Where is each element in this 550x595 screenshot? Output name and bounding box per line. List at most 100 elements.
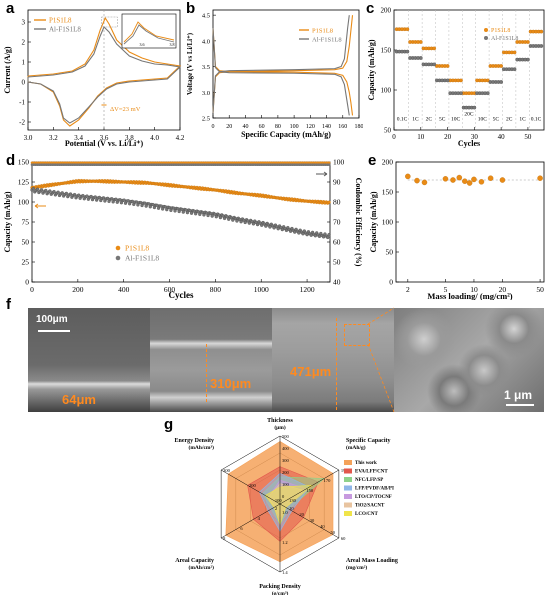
ce-point: [36, 161, 39, 165]
x-tick-label: 0: [212, 124, 215, 130]
ce-point: [146, 163, 149, 166]
data-point-al-f1s1l8: [459, 91, 463, 96]
ce-point: [324, 161, 327, 165]
capacity-point-al-f1s1l8: [276, 227, 280, 231]
ce-point: [236, 161, 239, 165]
ce-point: [34, 163, 37, 166]
ce-point: [254, 163, 258, 166]
ce-point: [261, 161, 265, 165]
ce-point: [49, 163, 52, 166]
capacity-point-al-f1s1l8: [56, 190, 60, 194]
ce-point: [32, 163, 36, 166]
ce-point: [296, 163, 300, 166]
ce-point: [30, 161, 34, 165]
x-tick-label: 200: [72, 285, 84, 294]
ce-point: [252, 161, 256, 165]
x-tick-label: 800: [210, 285, 222, 294]
capacity-point-p1s1l8: [327, 200, 331, 204]
ce-point: [69, 161, 72, 165]
ce-point: [197, 161, 201, 165]
x-tick-label: 3.2: [49, 134, 58, 142]
radar-axis-unit: (mAh/cm²): [189, 564, 215, 571]
ce-point: [135, 161, 138, 165]
ce-point: [105, 161, 109, 165]
capacity-point-al-f1s1l8: [60, 191, 64, 195]
x-tick-label: 1200: [300, 285, 315, 294]
ce-point: [127, 163, 131, 166]
ce-point: [133, 163, 136, 166]
radar-tick-label: 1.0: [282, 510, 288, 515]
ce-point: [45, 163, 48, 166]
data-point: [478, 179, 485, 185]
ce-point: [50, 163, 54, 166]
ce-point: [274, 163, 278, 166]
capacity-point-al-f1s1l8: [81, 193, 85, 198]
capacity-point-al-f1s1l8: [222, 216, 227, 221]
y-tick-label: 200: [381, 7, 392, 15]
radar-tick-label: 6: [240, 526, 243, 531]
data-point-p1s1l8: [459, 78, 463, 83]
ce-point: [60, 161, 63, 165]
ce-point: [89, 161, 92, 165]
radar-tick-label: 2: [275, 506, 277, 511]
capacity-point-al-f1s1l8: [177, 209, 181, 214]
ce-point: [313, 161, 316, 165]
sem-image-1: 100μm 64μm: [28, 308, 150, 412]
rate-label: 0.1C: [397, 116, 408, 122]
ce-point: [175, 161, 179, 165]
charge-line-al-f1s1l8: [212, 15, 350, 113]
y2-tick-label: 100: [333, 158, 345, 167]
ce-point: [223, 163, 226, 166]
ce-point: [155, 161, 159, 165]
x-tick-label: 40: [498, 133, 506, 141]
ce-point: [267, 163, 270, 166]
ce-point: [116, 163, 120, 166]
radar-axis-name: Thickness: [267, 418, 293, 424]
x-axis-label: Mass loading/ (mg/cm²): [427, 291, 512, 300]
y2-tick-label: 70: [333, 218, 341, 227]
legend-marker: [484, 28, 488, 32]
ce-point: [320, 161, 324, 165]
ce-point: [159, 161, 162, 165]
ce-point: [142, 161, 146, 165]
x-tick-label: 400: [118, 285, 130, 294]
y-axis-label: Capacity (mAh/g): [367, 39, 376, 100]
ce-point: [192, 163, 195, 166]
ce-point: [283, 161, 287, 165]
ce-point: [98, 163, 102, 166]
legend-swatch: [344, 477, 352, 482]
capacity-point-al-f1s1l8: [161, 207, 165, 211]
ce-point: [87, 163, 91, 166]
ce-point: [49, 161, 52, 165]
capacity-point-al-f1s1l8: [44, 188, 48, 193]
legend-swatch: [344, 460, 352, 465]
rate-label: 5C: [439, 116, 446, 122]
ce-point: [225, 163, 228, 166]
radar-spoke: [279, 469, 340, 505]
ce-point: [274, 161, 278, 165]
legend-label: Al-F1S1L8: [125, 254, 159, 263]
ce-point: [151, 161, 155, 165]
ce-point: [115, 161, 118, 165]
ce-point: [34, 161, 37, 165]
ce-point: [153, 161, 157, 165]
ce-point: [199, 161, 203, 165]
ce-point: [85, 163, 89, 166]
ce-point: [245, 161, 248, 165]
ce-point: [118, 163, 122, 166]
capacity-point-al-f1s1l8: [239, 220, 243, 224]
ce-point: [71, 161, 74, 165]
ce-point: [47, 163, 50, 166]
ce-point: [78, 163, 81, 166]
ce-point: [111, 163, 114, 166]
ce-point: [311, 163, 314, 166]
capacity-point-al-f1s1l8: [152, 205, 157, 210]
y-tick-label: -2: [19, 119, 25, 127]
zoom-box: [344, 324, 370, 346]
ce-point: [269, 161, 272, 165]
ce-point: [232, 163, 236, 166]
ce-point: [322, 163, 325, 166]
ce-point: [239, 161, 243, 165]
rate-label: 20C: [464, 112, 474, 118]
